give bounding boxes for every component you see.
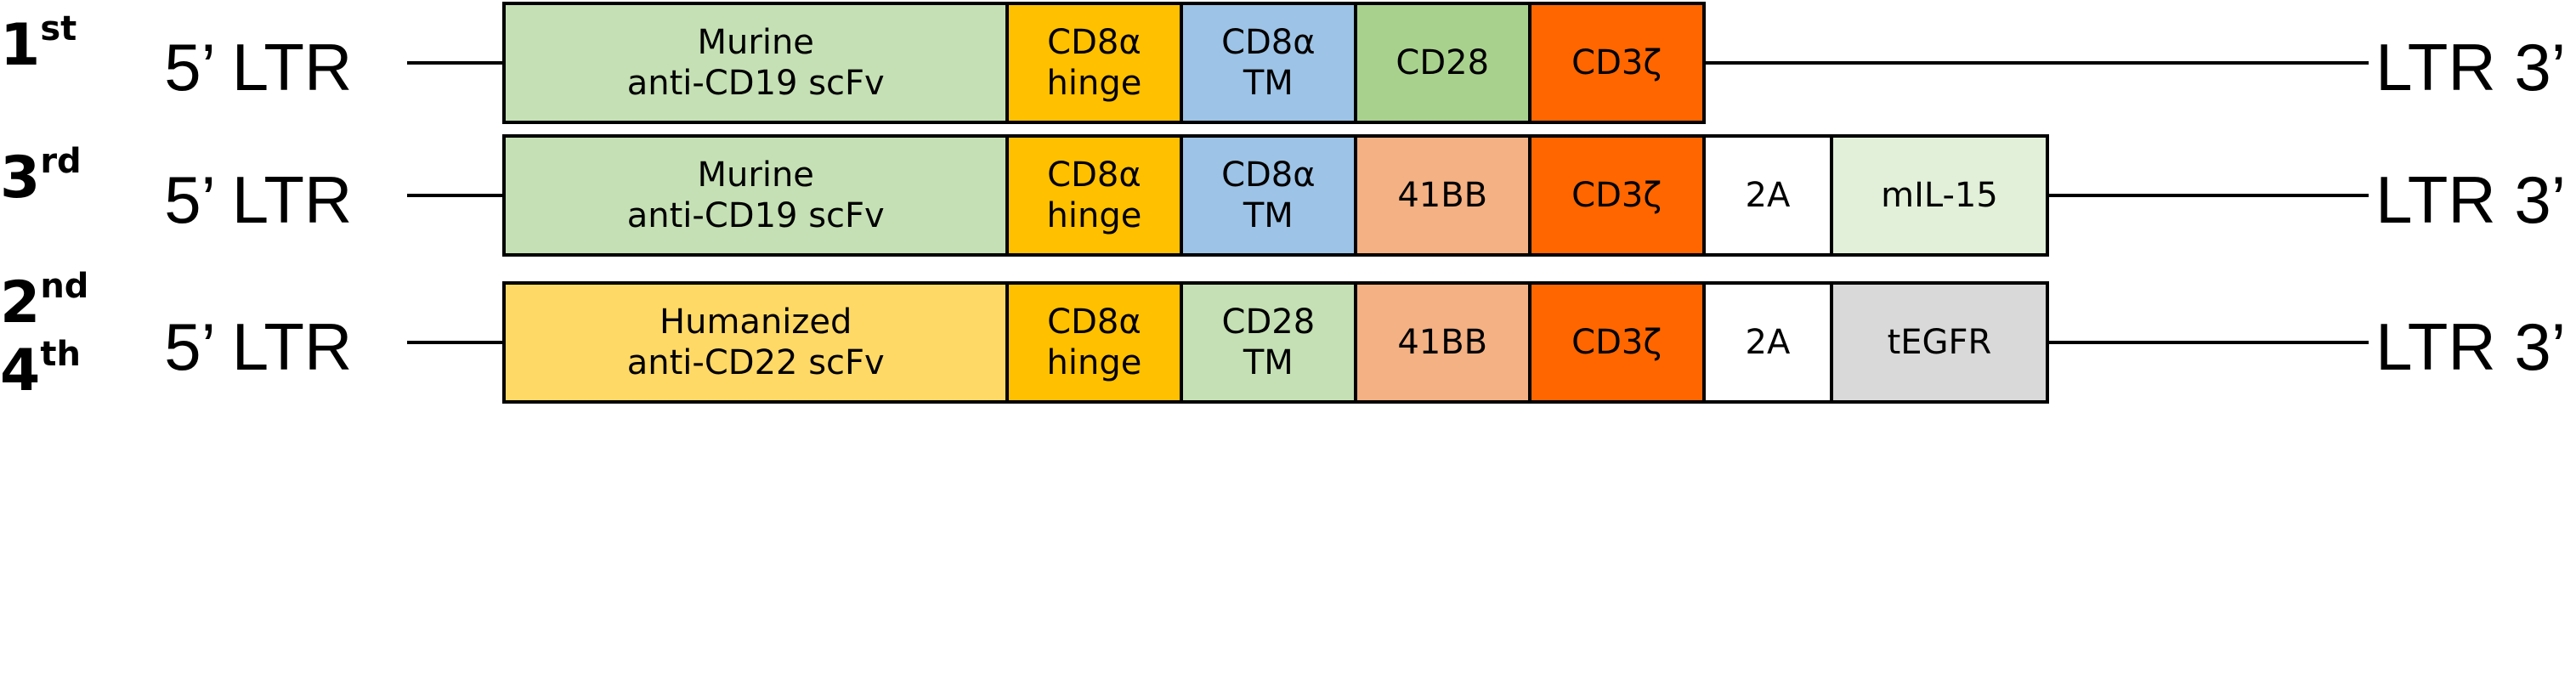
generation-suffix: nd: [40, 267, 89, 306]
vector-backbone-right: [1705, 61, 2369, 65]
generation-number: 1: [0, 12, 41, 79]
segment-label: anti-CD19 scFv: [626, 196, 885, 235]
segment-label: CD3ζ: [1571, 43, 1662, 82]
construct-segment: CD28: [1353, 2, 1531, 124]
generation-label: 3rd: [0, 144, 82, 207]
segment-label: Murine: [697, 156, 814, 195]
ltr-5-label: 5’ LTR: [164, 309, 353, 384]
construct-segment: 2A: [1701, 281, 1834, 404]
ltr-3-label: LTR 3’: [2375, 162, 2567, 237]
segment-label: mIL-15: [1881, 176, 1998, 215]
construct-segment: Murine anti-CD19 scFv: [502, 134, 1009, 257]
generation-suffix: rd: [40, 142, 82, 181]
segment-label: TM: [1243, 196, 1294, 235]
segment-label: TM: [1243, 64, 1294, 103]
construct-row: 2nd 4th 5’ LTR Humanized anti-CD22 scFv CD8α h…: [0, 269, 2576, 404]
ltr-3-label: LTR 3’: [2375, 309, 2567, 384]
segment-label: Murine: [697, 23, 814, 62]
segment-label: Humanized: [660, 303, 852, 342]
generation-label: 2nd: [0, 269, 88, 332]
construct-segment: CD3ζ: [1527, 2, 1706, 124]
construct-segment: 41BB: [1353, 281, 1531, 404]
construct-segment: CD8α hinge: [1005, 2, 1183, 124]
vector-backbone-left: [407, 194, 503, 197]
segment-label: CD8α: [1221, 23, 1316, 62]
segment-label: TM: [1243, 343, 1294, 382]
segment-label: tEGFR: [1887, 323, 1992, 362]
vector-backbone-right: [2048, 194, 2369, 197]
segment-label: CD28: [1221, 303, 1316, 342]
segment-label: 41BB: [1397, 323, 1488, 362]
construct-segment: CD8α hinge: [1005, 134, 1183, 257]
generation-label: 1st: [0, 12, 76, 75]
segment-label: CD28: [1396, 43, 1490, 82]
segment-label: anti-CD19 scFv: [626, 64, 885, 103]
segment-label: CD8α: [1047, 303, 1141, 342]
segment-label: 2A: [1745, 176, 1791, 215]
generation-number: 4: [0, 337, 41, 404]
vector-backbone-right: [2048, 341, 2369, 344]
segment-label: CD8α: [1047, 156, 1141, 195]
generation-number: 2: [0, 269, 41, 336]
segment-label: 2A: [1745, 323, 1791, 362]
construct-segment: Murine anti-CD19 scFv: [502, 2, 1009, 124]
construct-segment: 2A: [1701, 134, 1834, 257]
segment-label: CD8α: [1047, 23, 1141, 62]
construct-segment: CD8α TM: [1179, 2, 1357, 124]
vector-backbone-left: [407, 61, 503, 65]
segment-label: hinge: [1046, 343, 1142, 382]
segment-label: anti-CD22 scFv: [626, 343, 885, 382]
construct-segment: CD8α TM: [1179, 134, 1357, 257]
construct-segment: CD3ζ: [1527, 281, 1706, 404]
construct-segment: Humanized anti-CD22 scFv: [502, 281, 1009, 404]
construct-segment: CD8α hinge: [1005, 281, 1183, 404]
segment-label: CD3ζ: [1571, 176, 1662, 215]
segment-label: CD8α: [1221, 156, 1316, 195]
ltr-5-label: 5’ LTR: [164, 162, 353, 237]
vector-backbone-left: [407, 341, 503, 344]
generation-number: 3: [0, 144, 41, 212]
construct-segment: tEGFR: [1830, 281, 2049, 404]
construct-row: 1st 5’ LTR Murine anti-CD19 scFv CD8α hinge CD…: [0, 2, 2576, 124]
construct-segment: 41BB: [1353, 134, 1531, 257]
construct-segment: CD28 TM: [1179, 281, 1357, 404]
construct-segment: CD3ζ: [1527, 134, 1706, 257]
generation-suffix: st: [40, 9, 77, 48]
ltr-5-label: 5’ LTR: [164, 30, 353, 105]
segment-label: CD3ζ: [1571, 323, 1662, 362]
generation-suffix: th: [40, 335, 81, 374]
ltr-3-label: LTR 3’: [2375, 30, 2567, 105]
construct-segment: mIL-15: [1830, 134, 2049, 257]
segment-label: hinge: [1046, 196, 1142, 235]
segment-label: 41BB: [1397, 176, 1488, 215]
generation-label: 4th: [0, 337, 81, 400]
segment-label: hinge: [1046, 64, 1142, 103]
construct-row: 3rd 5’ LTR Murine anti-CD19 scFv CD8α hinge CD…: [0, 134, 2576, 257]
